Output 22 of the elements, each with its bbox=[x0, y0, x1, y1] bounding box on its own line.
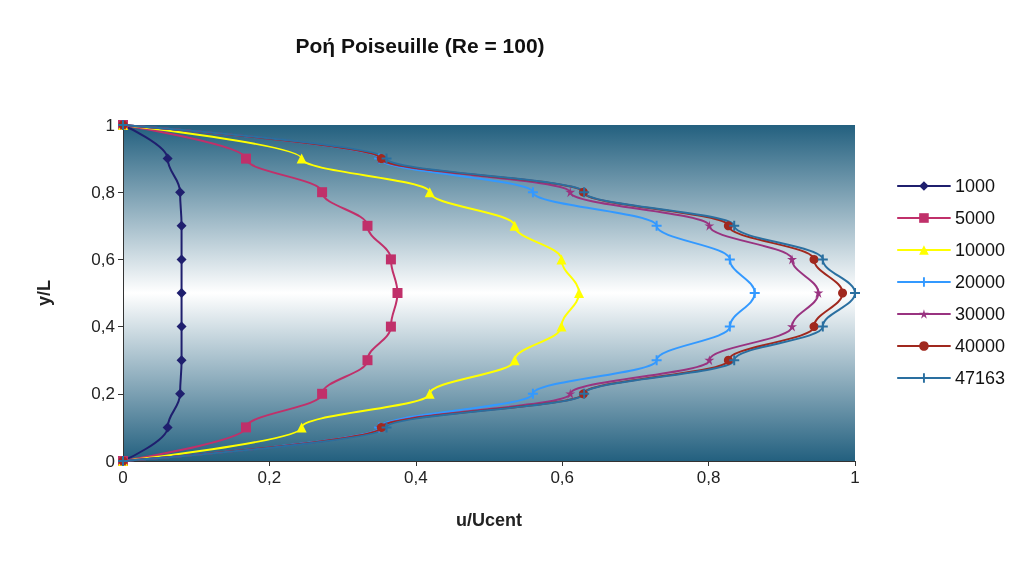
y-tick-label: 1 bbox=[105, 115, 115, 135]
y-tick-label: 0,2 bbox=[91, 384, 115, 404]
x-tick-label: 0,8 bbox=[696, 468, 721, 487]
y-tick-label: 0,8 bbox=[91, 182, 115, 202]
x-tick-label: 0,6 bbox=[550, 468, 575, 487]
x-tick-label: 0,2 bbox=[257, 468, 282, 487]
y-tick-label: 0,6 bbox=[91, 249, 115, 269]
legend-label: 1000 bbox=[954, 176, 995, 196]
chart-title: Ροή Poiseuille (Re = 100) bbox=[295, 34, 545, 57]
x-tick-label: 1 bbox=[850, 468, 860, 487]
y-axis-title: y/L bbox=[34, 279, 54, 307]
legend-label: 30000 bbox=[954, 304, 1006, 324]
legend-label: 20000 bbox=[954, 272, 1006, 292]
legend-label: 10000 bbox=[954, 240, 1006, 260]
x-tick-label: 0 bbox=[118, 468, 128, 487]
y-tick-label: 0,4 bbox=[91, 317, 115, 337]
x-tick-label: 0,4 bbox=[403, 468, 428, 487]
y-tick-label: 0 bbox=[105, 451, 115, 471]
legend-label: 47163 bbox=[954, 368, 1006, 388]
legend-label: 5000 bbox=[954, 208, 995, 228]
x-axis-title: u/Ucent bbox=[455, 510, 523, 530]
legend-label: 40000 bbox=[954, 336, 1006, 356]
